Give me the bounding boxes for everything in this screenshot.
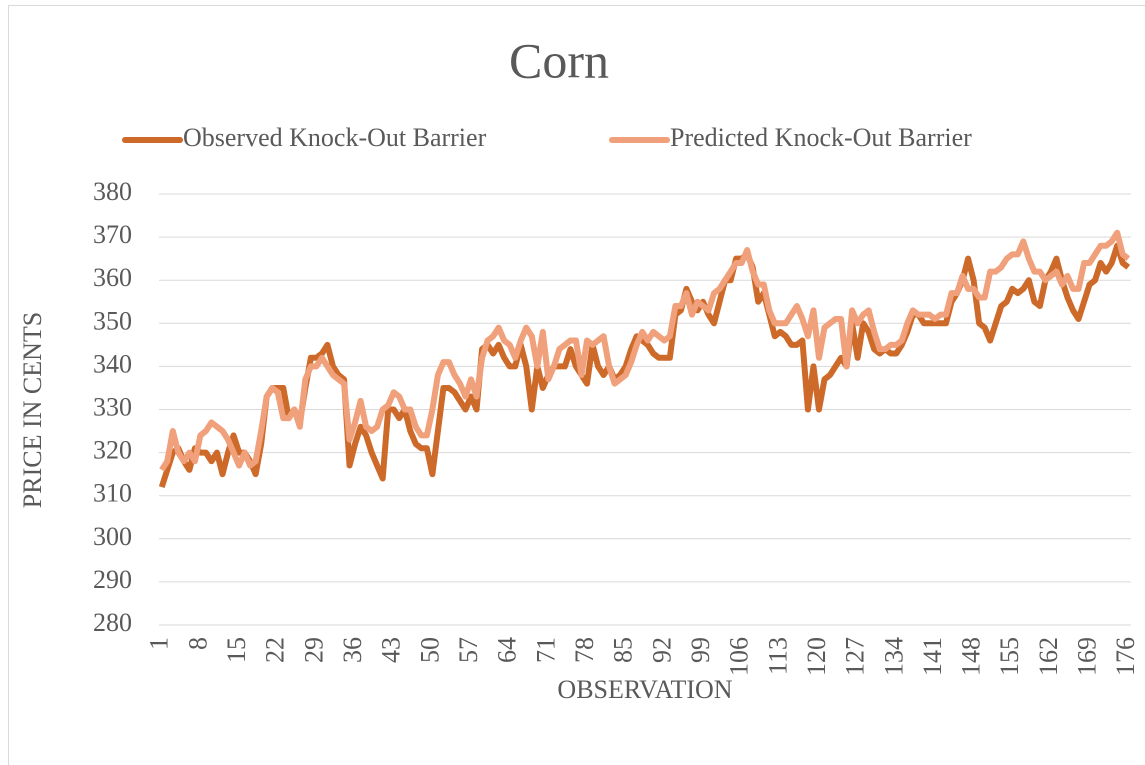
x-tick-label: 15 bbox=[222, 637, 251, 663]
series-line bbox=[158, 242, 1131, 488]
y-tick-label: 290 bbox=[93, 565, 132, 594]
series-line bbox=[159, 229, 1131, 472]
y-tick-label: 310 bbox=[93, 479, 132, 508]
x-tick-label: 134 bbox=[879, 637, 908, 676]
x-tick-label: 1 bbox=[145, 637, 174, 650]
x-tick-label: 50 bbox=[415, 637, 444, 663]
x-tick-label: 176 bbox=[1111, 637, 1140, 676]
x-tick-label: 162 bbox=[1034, 637, 1063, 676]
x-tick-label: 92 bbox=[647, 637, 676, 663]
x-tick-label: 64 bbox=[493, 637, 522, 663]
x-axis-title: OBSERVATION bbox=[557, 675, 732, 704]
x-tick-label: 169 bbox=[1073, 637, 1102, 676]
chart-border bbox=[8, 5, 1145, 765]
y-tick-label: 320 bbox=[93, 436, 132, 465]
x-tick-label: 57 bbox=[454, 637, 483, 663]
y-tick-label: 360 bbox=[93, 263, 132, 292]
x-tick-label: 85 bbox=[609, 637, 638, 663]
x-tick-label: 78 bbox=[570, 637, 599, 663]
x-tick-label: 120 bbox=[802, 637, 831, 676]
y-tick-label: 370 bbox=[93, 220, 132, 249]
x-tick-label: 148 bbox=[957, 637, 986, 676]
x-tick-label: 141 bbox=[918, 637, 947, 676]
x-tick-label: 99 bbox=[686, 637, 715, 663]
y-tick-label: 330 bbox=[93, 392, 132, 421]
y-tick-label: 380 bbox=[93, 177, 132, 206]
y-tick-label: 300 bbox=[93, 522, 132, 551]
y-axis-title: PRICE IN CENTS bbox=[18, 312, 47, 508]
y-tick-label: 350 bbox=[93, 306, 132, 335]
legend-label: Predicted Knock-Out Barrier bbox=[670, 123, 972, 152]
x-tick-label: 106 bbox=[725, 637, 754, 676]
y-tick-label: 280 bbox=[93, 608, 132, 637]
x-tick-label: 22 bbox=[261, 637, 290, 663]
x-tick-label: 113 bbox=[763, 637, 792, 675]
x-tick-label: 8 bbox=[183, 637, 212, 650]
chart-title: Corn bbox=[509, 32, 609, 88]
x-tick-label: 127 bbox=[841, 637, 870, 676]
legend-label: Observed Knock-Out Barrier bbox=[183, 123, 487, 152]
x-tick-label: 71 bbox=[531, 637, 560, 663]
x-tick-label: 43 bbox=[377, 637, 406, 663]
x-tick-label: 155 bbox=[995, 637, 1024, 676]
x-tick-label: 29 bbox=[299, 637, 328, 663]
x-tick-label: 36 bbox=[338, 637, 367, 663]
y-tick-label: 340 bbox=[93, 349, 132, 378]
